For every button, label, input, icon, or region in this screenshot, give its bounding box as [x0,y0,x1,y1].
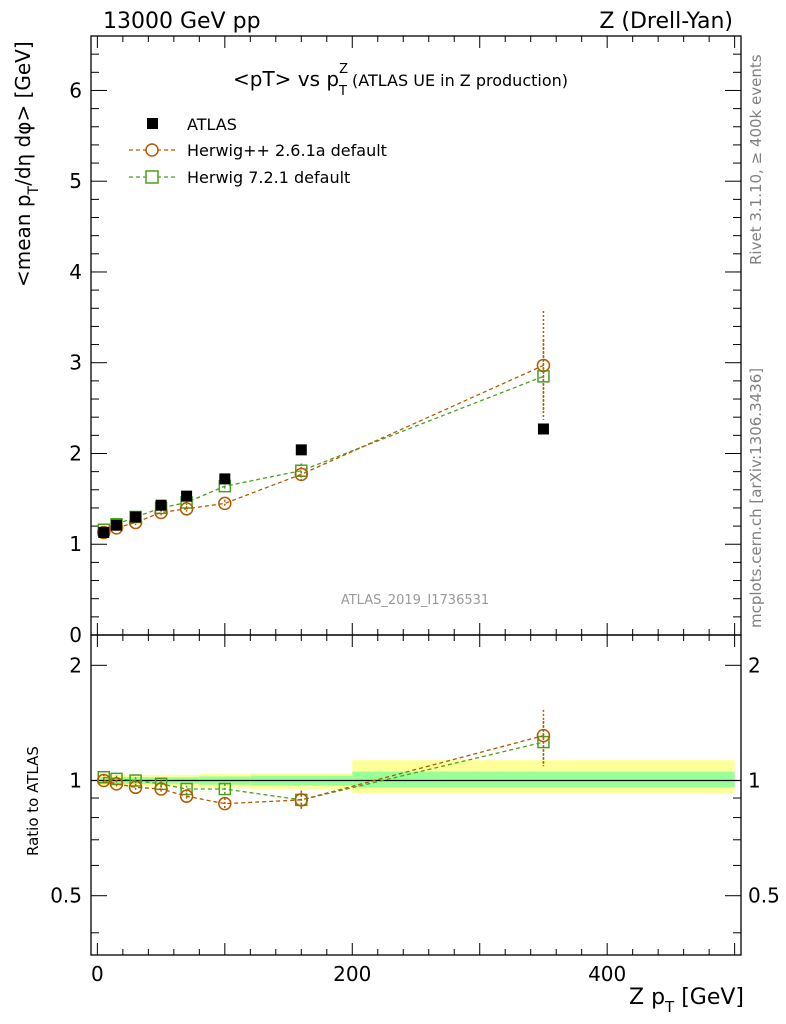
x-tick-label-0: 0 [91,962,104,986]
data-series [96,310,551,811]
legend-label-herwigpp: Herwig++ 2.6.1a default [187,141,387,160]
ratio-y-axis-label: Ratio to ATLAS [24,746,42,856]
main-atlas-point-2 [130,511,142,523]
ratio-herwigpp-point-0 [96,773,111,788]
ratio-y-tick-label-right-2: 2 [748,653,761,677]
ratio-plot-frame [90,634,742,956]
header-left: 13000 GeV pp [103,9,261,34]
ratio-herwigpp-point-7 [536,728,551,743]
ylabel-pre: <mean p [11,194,35,287]
plot-frames [90,35,742,956]
plot-title-rest: (ATLAS UE in Z production) [347,71,568,90]
plot-title: <pT> vs pZ T (ATLAS UE in Z production) [233,62,568,99]
analysis-watermark: ATLAS_2019_I1736531 [341,593,489,608]
main-herwigpp-point-5 [218,496,232,511]
x-tick-label-200: 200 [333,962,371,986]
ylabel-sub: T [26,185,42,195]
main-y-tick-label-3: 3 [69,351,82,375]
ratio-herwigpp-point-6 [294,793,309,807]
ratio-herwigpp-point-3 [154,782,168,796]
main-atlas-point-0 [98,526,110,538]
ratio-y-tick-label-left-2: 2 [69,653,82,677]
main-atlas-point-1 [110,519,122,531]
legend-label-atlas: ATLAS [187,115,237,134]
main-atlas-point-3 [155,499,167,511]
ratio-herwigpp-line [103,735,544,805]
main-herwigpp-line [103,364,544,534]
ratio-herwigpp-point-4 [179,789,194,803]
rivet-label: Rivet 3.1.10, ≥ 400k events [747,54,765,265]
axis-ticks: 0 200 400 0 1 2 3 4 5 6 0.5 0.5 1 1 2 2 [50,36,780,986]
ratio-band-inner-3 [352,771,735,788]
main-y-tick-label-1: 1 [69,532,82,556]
main-atlas-point-5 [219,473,231,485]
header-right: Z (Drell-Yan) [599,9,733,34]
main-herwigpp-point-7 [536,358,551,373]
ratio-herwig7-point-2 [129,774,142,787]
main-y-axis-label: <mean pT/dη dφ> [GeV] [11,41,42,287]
main-y-tick-label-5: 5 [69,169,82,193]
legend-marker-herwig7 [145,170,159,184]
main-y-tick-label-6: 6 [69,78,82,102]
x-axis-label: Z pT [GeV] [629,985,744,1016]
main-herwigpp-point-0 [96,525,111,540]
ratio-herwig7-point-5 [218,782,232,796]
plot-title-sub: T [338,84,347,99]
ratio-y-tick-label-left-0.5: 0.5 [50,884,82,908]
ylabel-post: /dη dφ> [GeV] [11,41,35,186]
legend-marker-herwigpp [145,143,159,157]
legend-marker-atlas [147,118,158,129]
main-atlas-point-7 [537,423,549,435]
main-atlas-point-4 [181,490,193,502]
mcplots-label: mcplots.cern.ch [arXiv:1306.3436] [747,368,765,628]
legend-label-herwig7: Herwig 7.2.1 default [187,168,350,187]
ratio-y-tick-label-left-1: 1 [69,769,82,793]
ratio-herwigpp-point-1 [109,777,124,791]
plot-title-sup: Z [339,62,348,77]
main-y-tick-label-0: 0 [69,623,82,647]
main-herwigpp-point-6 [294,467,309,482]
ratio-herwigpp-point-2 [128,780,143,795]
ratio-y-tick-label-right-1: 1 [748,769,761,793]
main-herwig7-line [103,375,544,531]
main-y-tick-label-4: 4 [69,260,82,284]
legend: ATLAS Herwig++ 2.6.1a default Herwig 7.2… [129,115,387,187]
ratio-herwigpp-point-5 [218,796,232,811]
ratio-y-tick-label-right-0.5: 0.5 [748,884,780,908]
plot-title-main: <pT> vs p [233,67,339,91]
main-y-tick-label-2: 2 [69,441,82,465]
x-tick-label-400: 400 [588,962,626,986]
ratio-herwig7-point-1 [110,772,123,786]
main-atlas-point-6 [295,444,307,456]
main-herwigpp-point-4 [179,502,194,516]
